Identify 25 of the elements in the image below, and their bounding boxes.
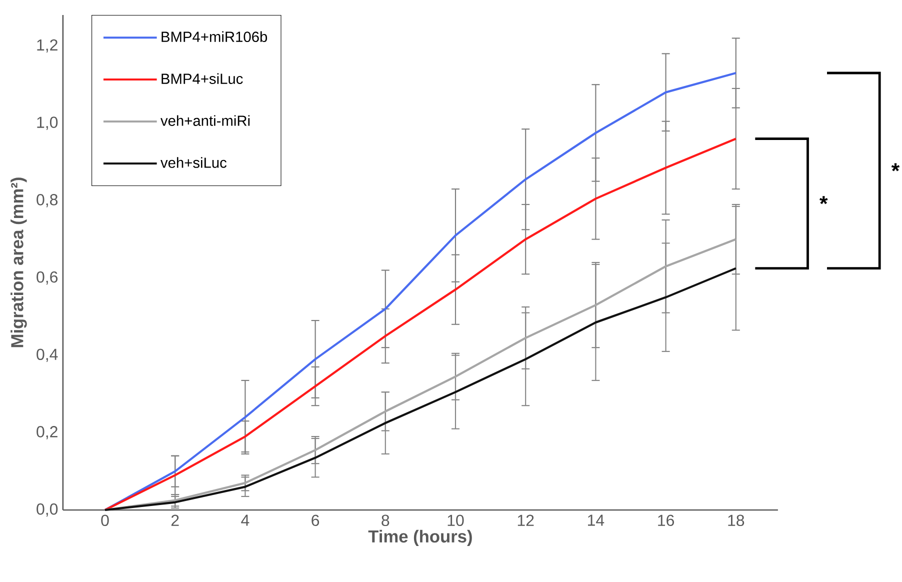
x-tick-label: 10 [448, 514, 464, 526]
x-tick-label: 8 [382, 514, 390, 526]
x-tick-label: 0 [101, 514, 109, 526]
text: * [891, 163, 900, 172]
y-tick-label: 0,6 [36, 271, 58, 285]
x-tick-label: 14 [588, 514, 604, 526]
text: * [820, 196, 828, 204]
legend-label: BMP4+siLuc [162, 73, 243, 84]
y-tick-label: 0,2 [36, 426, 58, 440]
y-axis-title: Migration area (mm²) [10, 178, 27, 348]
y-tick-label: 1,2 [37, 39, 58, 53]
y-tick-label: 0,8 [36, 194, 58, 208]
y-tick-label: 0,0 [36, 503, 58, 517]
x-tick-label: 4 [241, 514, 250, 526]
y-tick-label: 1,0 [37, 116, 58, 130]
x-axis-title: Time (hours) [368, 530, 472, 546]
x-tick-label: 2 [171, 514, 179, 526]
x-tick-label: 6 [312, 514, 320, 526]
legend-label: veh+siLuc [160, 157, 227, 168]
x-tick-label: 12 [518, 514, 534, 526]
legend-label: BMP4+miR106b [162, 31, 268, 42]
legend-label: veh+anti-miRi [160, 115, 250, 126]
y-tick-label: 0,4 [36, 348, 58, 362]
x-tick-label: 16 [658, 514, 674, 526]
x-tick-label: 18 [728, 514, 744, 526]
